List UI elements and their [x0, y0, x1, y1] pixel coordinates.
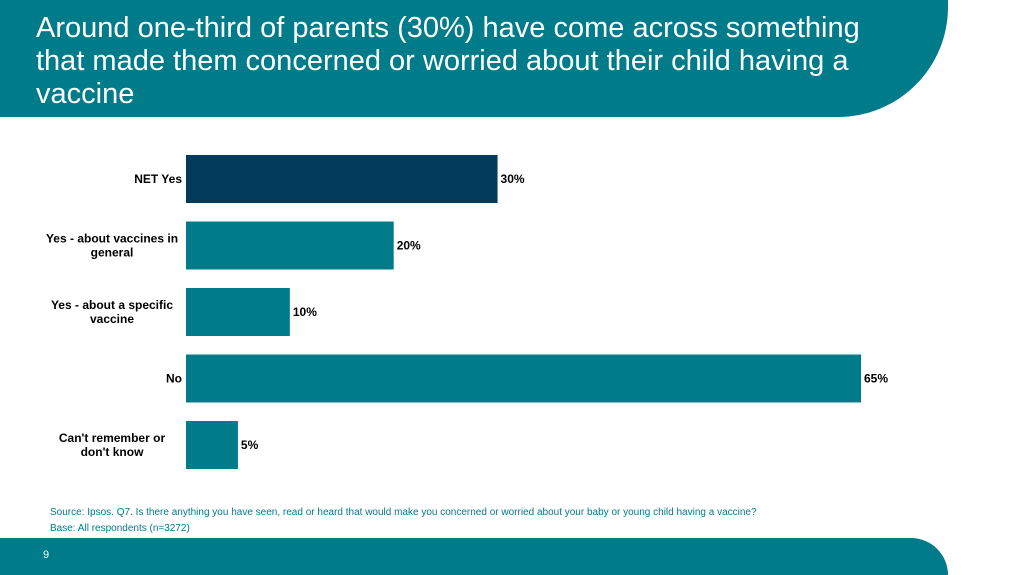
footer-banner: 9 — [0, 538, 948, 575]
base-line: Base: All respondents (n=3272) — [50, 523, 190, 534]
bar — [186, 155, 498, 203]
data-label: 5% — [241, 438, 259, 452]
bar — [186, 421, 238, 469]
data-label: 20% — [397, 239, 421, 253]
category-label: No — [166, 372, 182, 386]
bar — [186, 354, 861, 403]
header-banner: Around one-third of parents (30%) have c… — [0, 0, 948, 117]
data-label: 65% — [864, 372, 888, 386]
category-label: Yes - about vaccines in general — [46, 232, 178, 260]
data-label: 10% — [293, 305, 317, 319]
page-number: 9 — [43, 549, 50, 561]
bar — [186, 288, 290, 336]
category-label: Yes - about a specific vaccine — [51, 298, 173, 326]
bar — [186, 221, 394, 270]
source-note: Source: Ipsos. Q7. Is there anything you… — [50, 505, 757, 537]
data-label: 30% — [501, 172, 525, 186]
category-label: Can't remember or don't know — [59, 431, 166, 459]
bar-chart: 30% NET Yes 20% Yes - about vaccines in gene… — [46, 155, 888, 469]
slide-title: Around one-third of parents (30%) have c… — [36, 12, 860, 110]
source-line: Source: Ipsos. Q7. Is there anything you… — [50, 507, 757, 518]
category-label: NET Yes — [134, 172, 182, 186]
